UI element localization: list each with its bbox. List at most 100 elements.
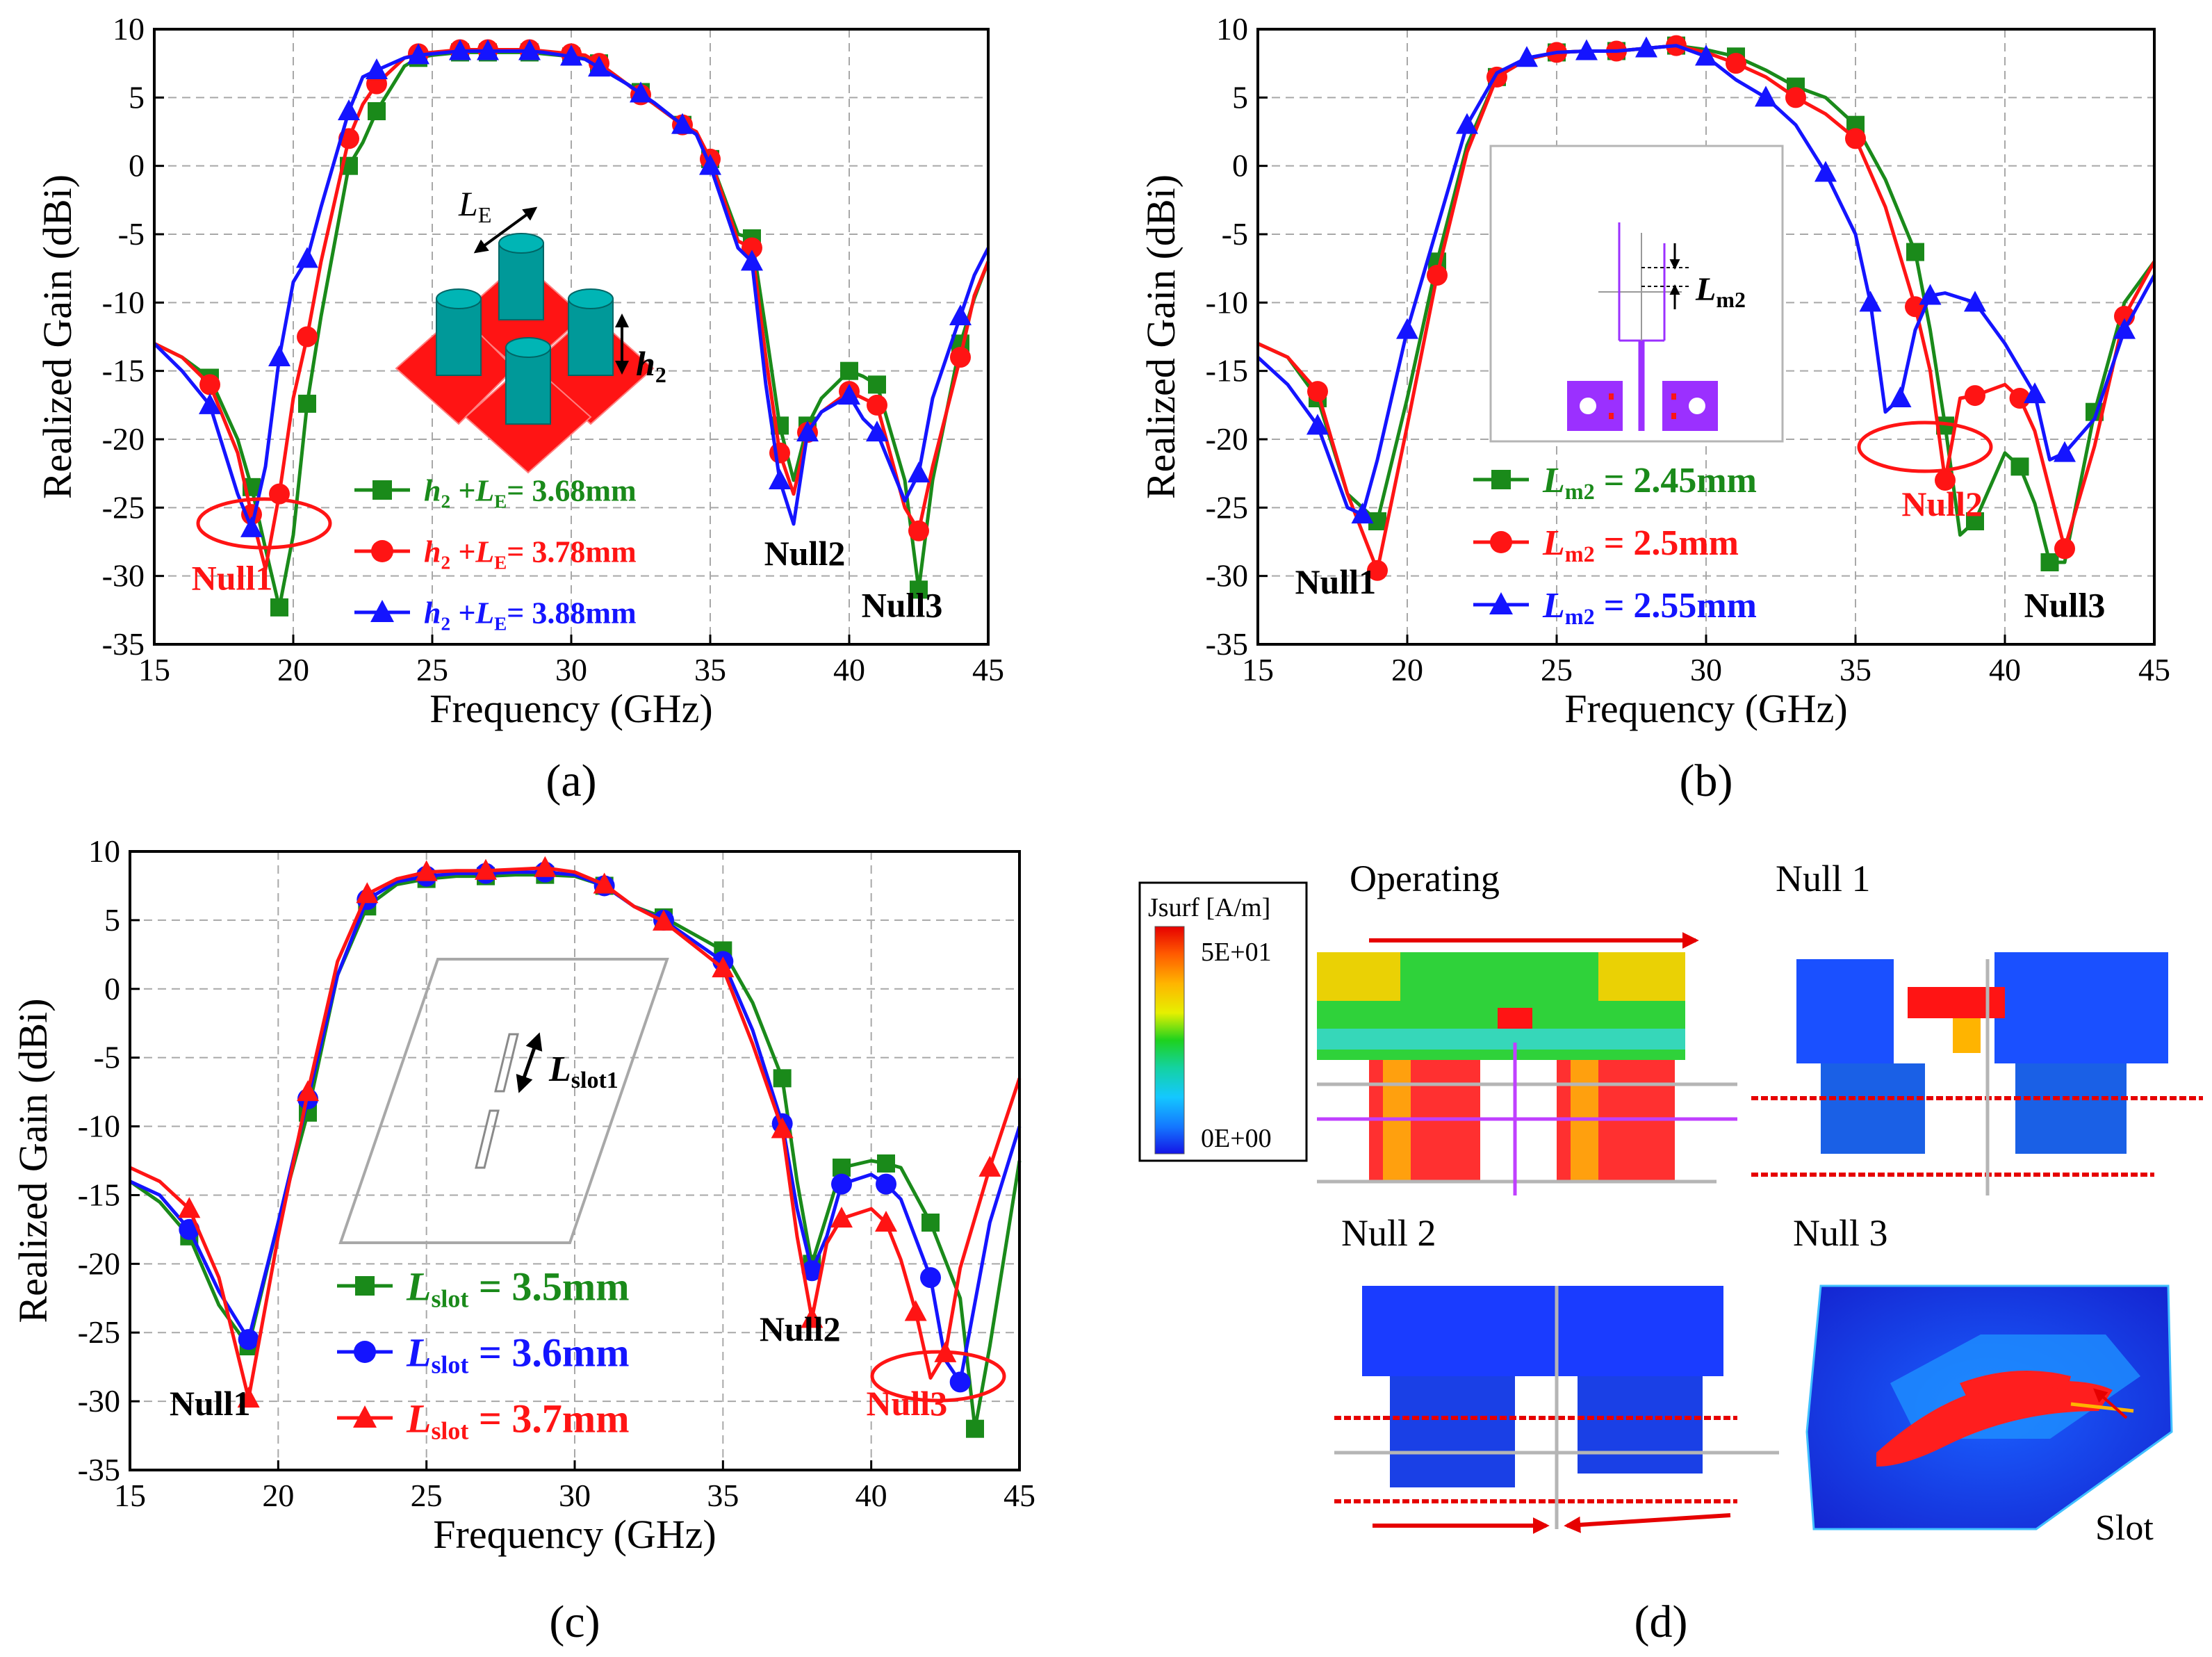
series-line-green [1256,44,2156,564]
legend-label: Lm2 = 2.55mm [1542,586,1757,629]
data-point-blue [1306,414,1329,435]
y-tick-label: -25 [1206,489,1248,525]
data-point-red [904,1300,927,1321]
inset-patch-structure: LE h2 [395,184,666,474]
data-point-blue [1859,291,1882,312]
data-point-blue [908,462,930,483]
data-point-blue [876,1173,896,1195]
x-axis-label: Frequency (GHz) [429,686,712,731]
y-tick-label: -10 [1206,284,1248,320]
data-point-green [1966,512,1984,530]
legend-entry-green: h2 +LE= 3.68mm [354,473,637,512]
data-point-red [771,1117,794,1138]
data-point-green [833,1158,851,1177]
data-point-blue [238,1329,259,1350]
x-tick-label: 25 [1541,652,1573,687]
x-tick-label: 40 [1989,652,2021,687]
data-point-blue [199,393,221,414]
data-point-green [840,361,858,380]
data-point-red [199,374,220,395]
data-point-green [921,1214,940,1232]
panel-label: (b) [1680,756,1733,806]
x-tick-label: 45 [2138,652,2170,687]
data-point-red [1935,470,1956,491]
y-tick-label: -10 [102,284,145,320]
colorbar-max-label: 5E+01 [1201,938,1272,967]
data-point-red [978,1155,1001,1177]
data-point-blue [296,247,318,268]
legend-label: Lslot = 3.6mm [406,1330,630,1378]
x-tick-label: 45 [1003,1478,1035,1513]
data-point-red [908,520,929,541]
legend-entry-red: h2 +LE= 3.78mm [354,534,637,573]
null-annotation: Null1 [170,1384,251,1423]
series-line-blue [1256,44,2156,516]
null-annotation: Null3 [867,1384,948,1423]
null-annotation: Null2 [1901,484,1983,523]
data-point-red [415,860,438,881]
y-tick-label: -15 [1206,353,1248,389]
data-point-red [712,956,735,978]
data-point-blue [831,1173,852,1195]
data-point-blue [671,113,694,134]
data-point-blue [741,250,763,271]
y-axis-label: Realized Gain (dBi) [1138,174,1183,499]
data-point-red [297,1080,319,1102]
null-annotation: Null1 [192,558,273,597]
data-point-red [830,1207,853,1228]
colorbar-title: Jsurf [A/m] [1148,893,1270,922]
x-tick-label: 15 [138,652,170,687]
current-distribution-panel: Jsurf [A/m] 5E+01 0E+00 Operating Null 1… [1138,858,2203,1647]
data-point-red [875,1211,897,1232]
null-annotation: Null3 [2024,586,2106,625]
inset-lslot1-label: Lslot1 [548,1050,618,1093]
data-point-blue [240,516,263,537]
inset-slot-layout: Lslot1 [338,958,669,1244]
data-point-red [1845,128,1866,149]
data-point-green [2040,553,2059,571]
data-point-blue [1575,39,1598,60]
y-tick-label: -30 [1206,558,1248,594]
legend-entry-blue: h2 +LE= 3.88mm [354,596,637,634]
x-tick-label: 20 [277,652,309,687]
slot-label: Slot [2095,1508,2154,1548]
data-point-red [1905,296,1926,318]
y-tick-label: -20 [78,1246,120,1281]
null3-current-view: Slot [1805,1284,2173,1548]
null2-current-view [1334,1286,1779,1534]
y-tick-label: -5 [1222,216,1248,252]
legend-marker [1491,470,1511,489]
legend-marker [371,540,393,562]
data-point-red [178,1197,201,1218]
data-point-blue [477,39,499,60]
chart-panel-c: 15 20 25 30 35 40 45 10 5 0 -5 -10 -15 -20 -25 -30 -35 Fr… [10,833,1035,1647]
data-point-red [2054,538,2075,560]
y-tick-label: -35 [102,626,145,662]
operating-current-view [1317,932,1737,1195]
y-axis-label: Realized Gain (dBi) [10,998,56,1323]
x-tick-label: 20 [262,1478,294,1513]
colorbar-min-label: 0E+00 [1201,1124,1272,1153]
data-point-blue [1919,284,1942,305]
x-tick-label: 20 [1391,652,1423,687]
legend-label: Lm2 = 2.45mm [1542,461,1757,504]
y-tick-label: -25 [102,489,145,525]
data-point-blue [1396,318,1418,339]
null-annotation: Null3 [862,586,943,625]
data-point-blue [1964,291,1986,312]
data-point-blue [518,39,541,60]
x-tick-label: 45 [972,652,1004,687]
data-point-blue [1351,503,1374,524]
null1-highlight-ellipse [196,497,332,550]
legend-entry-green: Lm2 = 2.45mm [1473,461,1757,504]
x-tick-label: 30 [555,652,587,687]
data-point-blue [449,39,471,60]
null-annotation: Null2 [760,1309,841,1348]
data-point-blue [630,81,652,103]
legend-label: h2 +LE= 3.88mm [424,596,637,634]
x-axis-label: Frequency (GHz) [433,1512,716,1557]
y-tick-label: -10 [78,1109,120,1144]
y-tick-label: -20 [102,421,145,457]
data-point-blue [1695,44,1717,66]
data-point-blue [796,421,819,442]
